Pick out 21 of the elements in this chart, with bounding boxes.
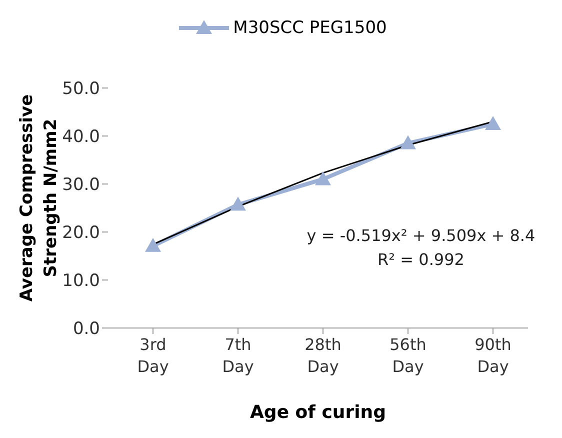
point <box>230 196 246 211</box>
x-tick-label: 7th Day <box>222 335 254 376</box>
x-axis-title: Age of curing <box>250 402 386 423</box>
legend-label: M30SCC PEG1500 <box>233 18 387 38</box>
point <box>400 135 416 150</box>
point <box>145 238 161 252</box>
point <box>315 171 331 186</box>
annotation: y = -0.519x² + 9.509x + 8.4 <box>306 226 536 245</box>
annotation: R² = 0.992 <box>376 250 466 269</box>
point <box>485 116 501 130</box>
y-tick-label: 50.0 <box>62 79 100 100</box>
x-tick-label: 28th Day <box>304 335 342 376</box>
y-tick-label: 10.0 <box>62 271 100 292</box>
y-tick-label: 30.0 <box>62 175 100 196</box>
y-axis-title: Average Compressive Strength N/mm2 <box>17 94 61 302</box>
x-tick-label: 56th Day <box>390 335 426 376</box>
x-tick-label: 90th Day <box>474 335 512 376</box>
y-tick-label: 40.0 <box>62 127 100 148</box>
y-tick-label: 0.0 <box>72 319 100 340</box>
x-tick-label: 3rd Day <box>137 335 169 376</box>
y-tick-label: 20.0 <box>62 223 100 244</box>
